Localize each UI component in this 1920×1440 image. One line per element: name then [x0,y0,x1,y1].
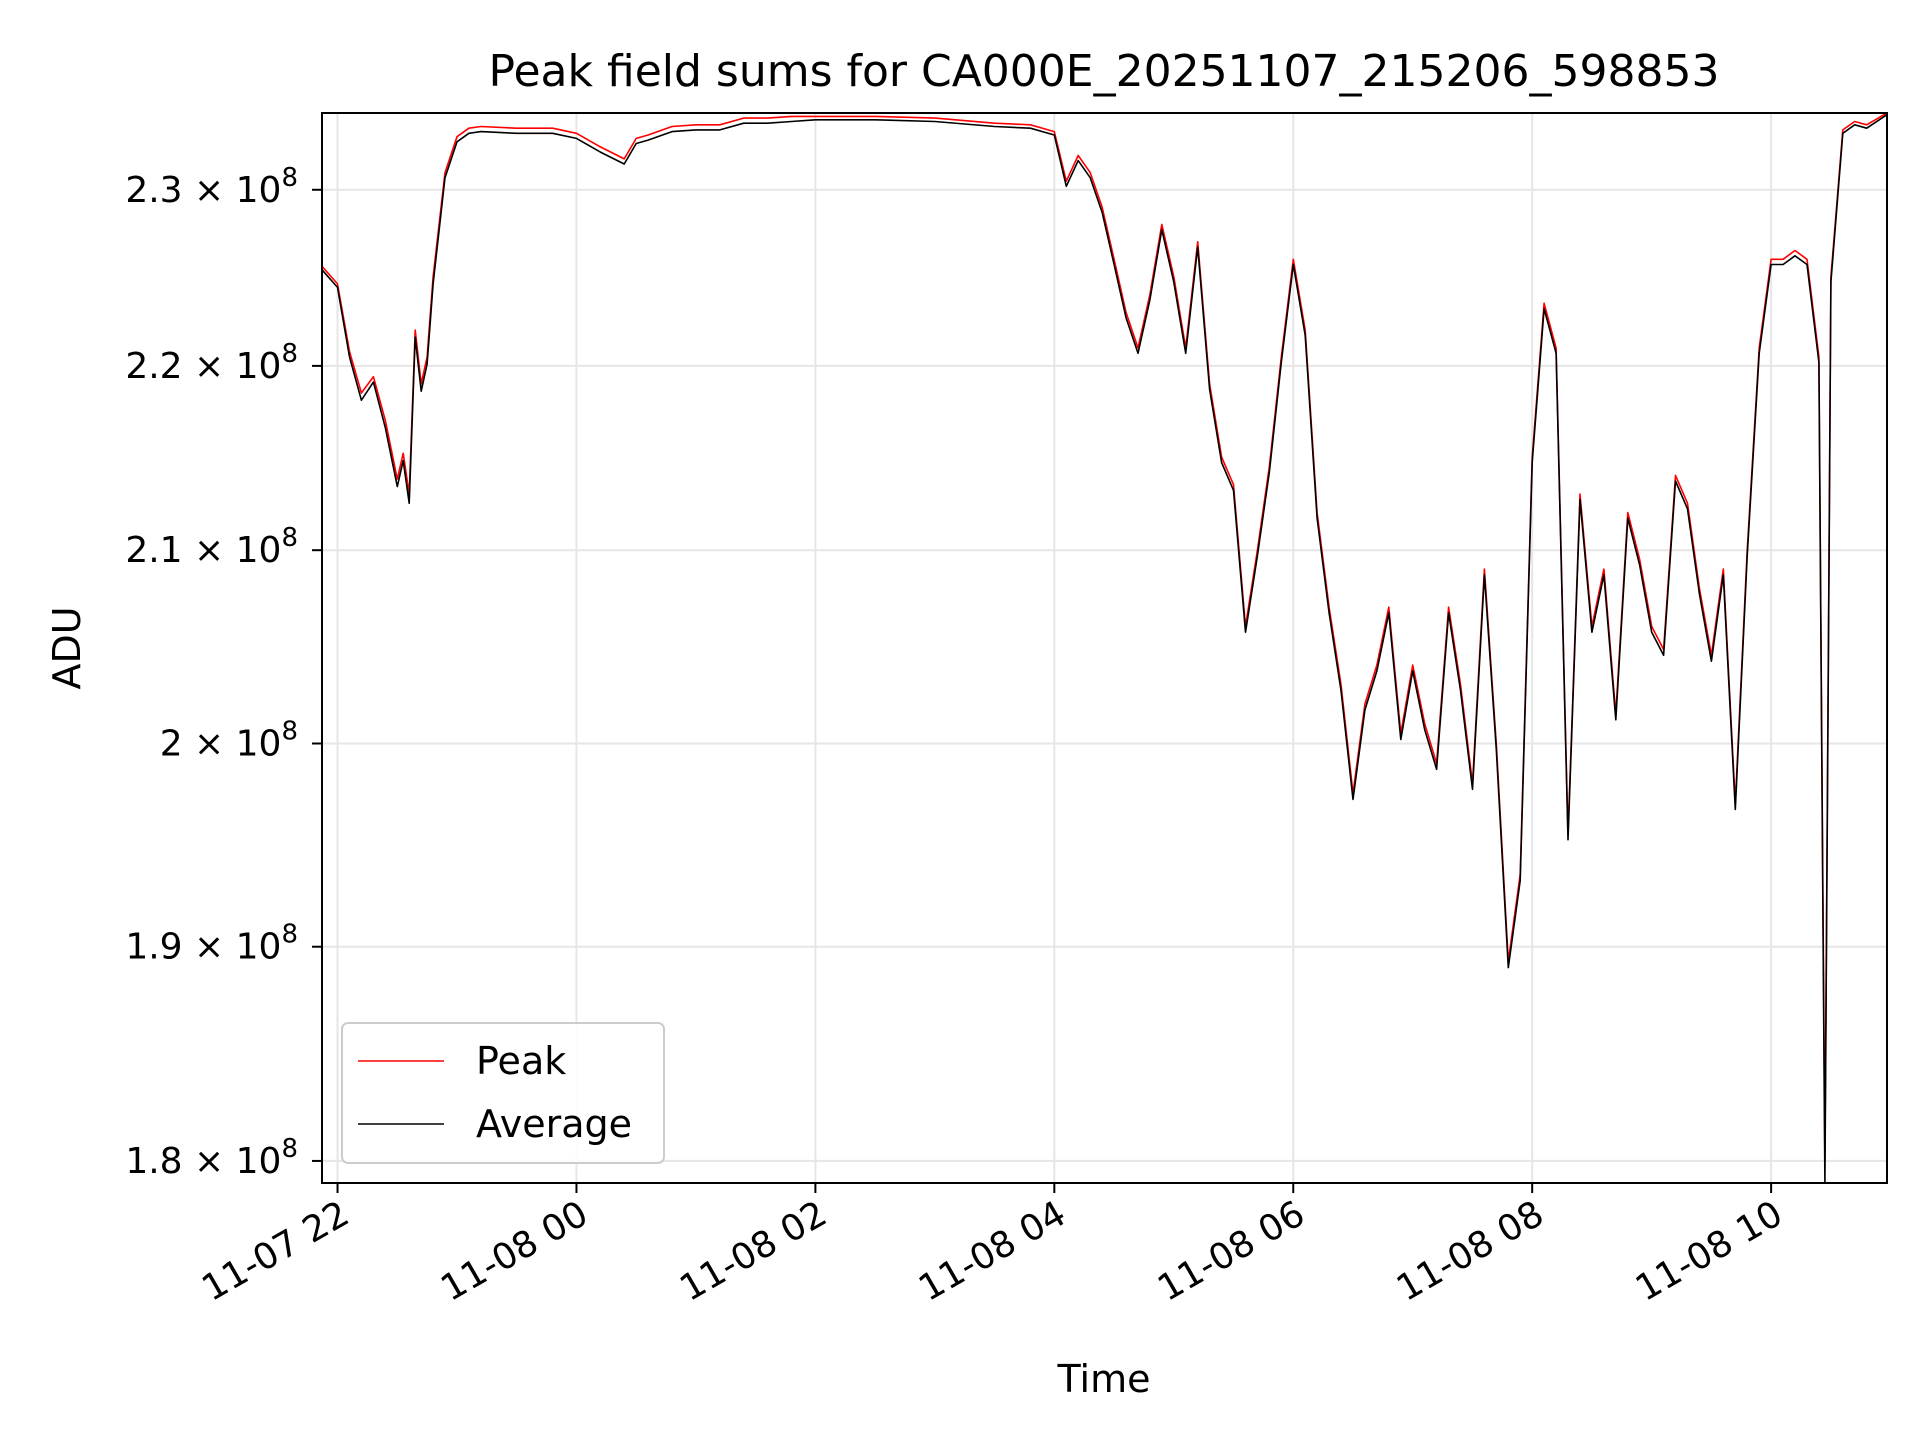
y-tick-label: 2.1 × 108 [125,523,298,571]
x-axis-label: Time [1057,1357,1151,1401]
series-lines [321,112,1888,1184]
y-tick-label: 2.2 × 108 [125,339,298,387]
y-tick-label-mantissa: 2 × 10 [160,723,282,764]
y-tick-label: 2.3 × 108 [125,163,298,211]
y-tick-label-exponent: 8 [281,339,298,369]
series-line-average [321,114,1888,1184]
y-axis-label: ADU [45,606,89,689]
y-tick-label-mantissa: 2.3 × 10 [125,170,281,211]
y-tick-label-exponent: 8 [281,163,298,193]
legend-box [341,1022,665,1164]
y-tick-label: 1.8 × 108 [125,1134,298,1182]
y-tick-label: 2 × 108 [160,716,298,764]
y-tick-label-exponent: 8 [281,1134,298,1164]
y-tick-label-mantissa: 1.9 × 10 [125,927,281,968]
y-tick-label-exponent: 8 [281,920,298,950]
legend: Peak Average [341,1022,665,1164]
y-tick-label: 1.9 × 108 [125,920,298,968]
plot-area [322,113,1887,1183]
legend-label-average: Average [476,1102,632,1146]
y-tick-label-exponent: 8 [281,523,298,553]
y-tick-label-mantissa: 1.8 × 10 [125,1141,281,1182]
y-tick-label-exponent: 8 [281,716,298,746]
y-tick-label-mantissa: 2.2 × 10 [125,346,281,387]
plot-frame [321,112,1888,1184]
chart-title: Peak field sums for CA000E_20251107_2152… [489,46,1720,97]
legend-label-peak: Peak [476,1039,566,1083]
y-tick-label-mantissa: 2.1 × 10 [125,530,281,571]
